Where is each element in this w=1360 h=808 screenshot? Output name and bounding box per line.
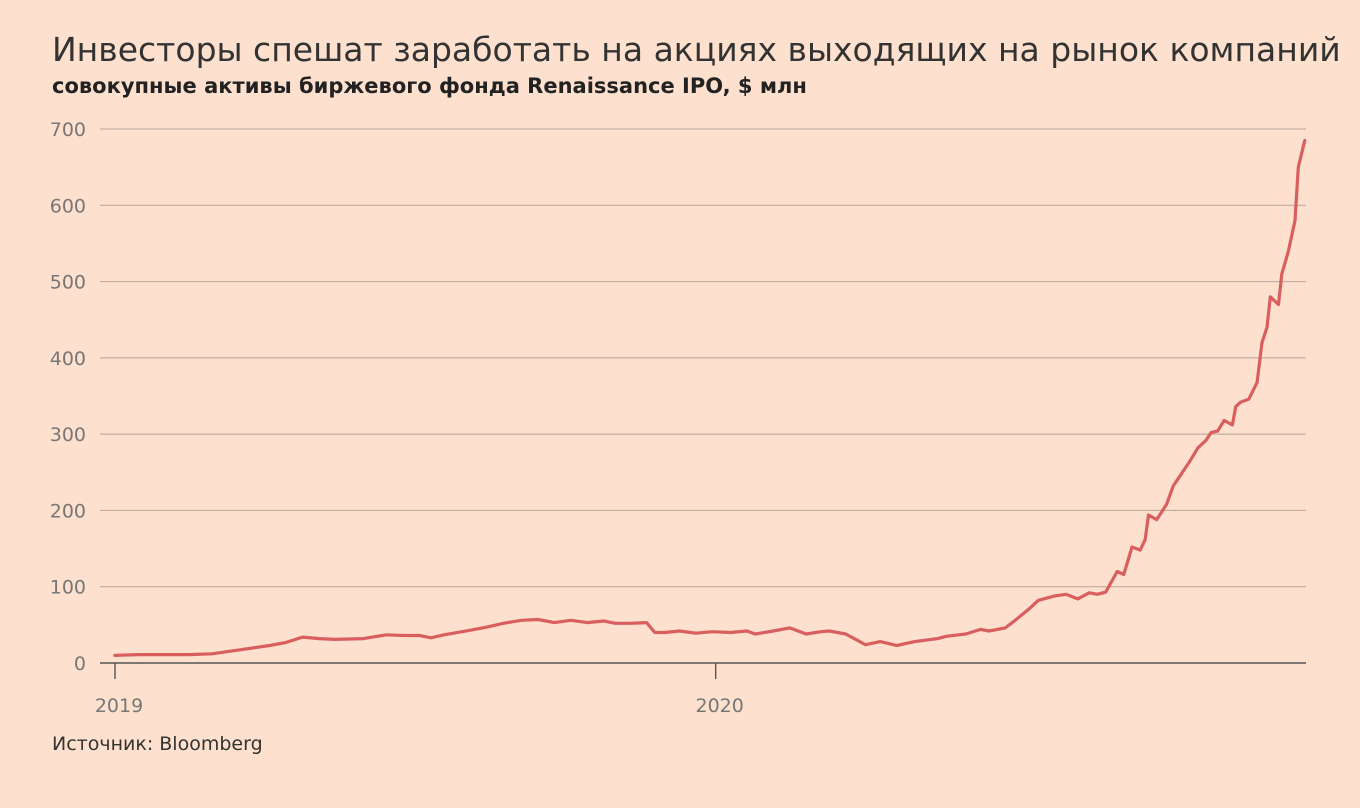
- y-tick-label-100: 100: [50, 577, 86, 599]
- y-tick-label-300: 300: [50, 424, 86, 446]
- y-tick-label-400: 400: [50, 348, 86, 370]
- y-tick-label-500: 500: [50, 272, 86, 294]
- series-layer: [113, 138, 1307, 658]
- x-axis: 2019 2020: [95, 663, 744, 717]
- source-note: Источник: Bloomberg: [52, 733, 263, 755]
- x-tick-label-2019: 2019: [95, 695, 143, 717]
- y-tick-label-700: 700: [50, 119, 86, 141]
- chart-subtitle: совокупные активы биржевого фонда Renais…: [52, 74, 807, 98]
- chart-title: Инвесторы спешат заработать на акциях вы…: [52, 30, 1341, 69]
- y-tick-label-0: 0: [74, 653, 86, 675]
- y-gridlines: [100, 128, 1306, 664]
- series-line-0: [113, 138, 1307, 658]
- y-tick-label-200: 200: [50, 500, 86, 522]
- x-tick-label-2020: 2020: [695, 695, 743, 717]
- y-tick-label-600: 600: [50, 195, 86, 217]
- y-tick-labels: 0 100 200 300 400 500 600 700: [50, 119, 86, 675]
